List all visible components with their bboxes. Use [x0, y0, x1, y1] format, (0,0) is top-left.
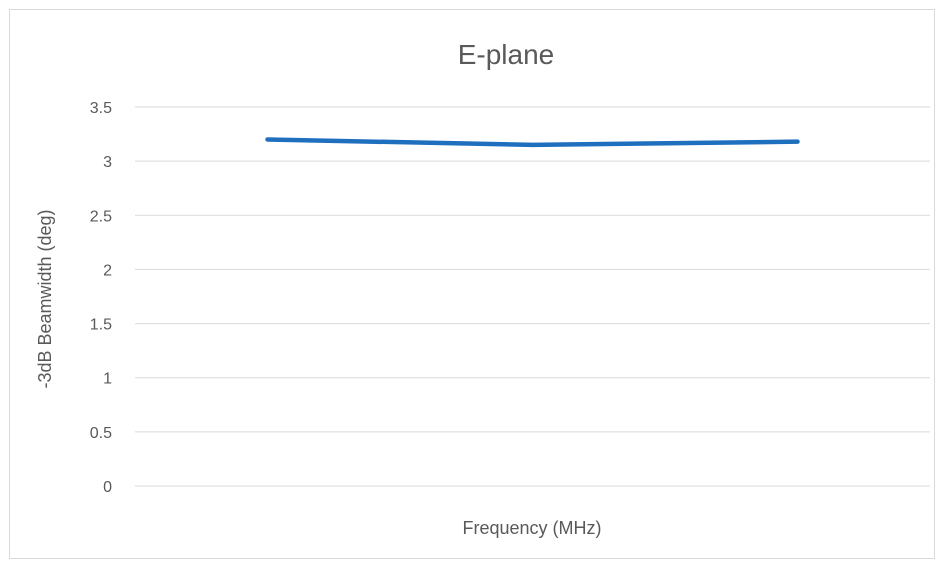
x-axis-title: Frequency (MHz) [462, 518, 601, 538]
y-axis-title: -3dB Beamwidth (deg) [35, 209, 55, 388]
y-tick-label: 2 [103, 262, 112, 279]
data-point [532, 144, 533, 146]
y-tick-label: 3 [103, 154, 112, 171]
series-layer [265, 137, 800, 148]
y-axis-ticks: 0 0.5 1 1.5 2 2.5 3 3.5 [90, 100, 112, 496]
data-point [267, 138, 268, 140]
y-tick-label: 1.5 [90, 317, 112, 334]
y-tick-label: 3.5 [90, 100, 112, 117]
y-tick-label: 0 [103, 479, 112, 496]
chart-area [9, 9, 935, 559]
y-tick-label: 0.5 [90, 425, 112, 442]
series-line [265, 137, 800, 148]
y-tick-label: 2.5 [90, 208, 112, 225]
chart-title: E-plane [458, 39, 555, 70]
gridlines [135, 106, 930, 487]
y-tick-label: 1 [103, 371, 112, 388]
data-point [797, 141, 798, 143]
